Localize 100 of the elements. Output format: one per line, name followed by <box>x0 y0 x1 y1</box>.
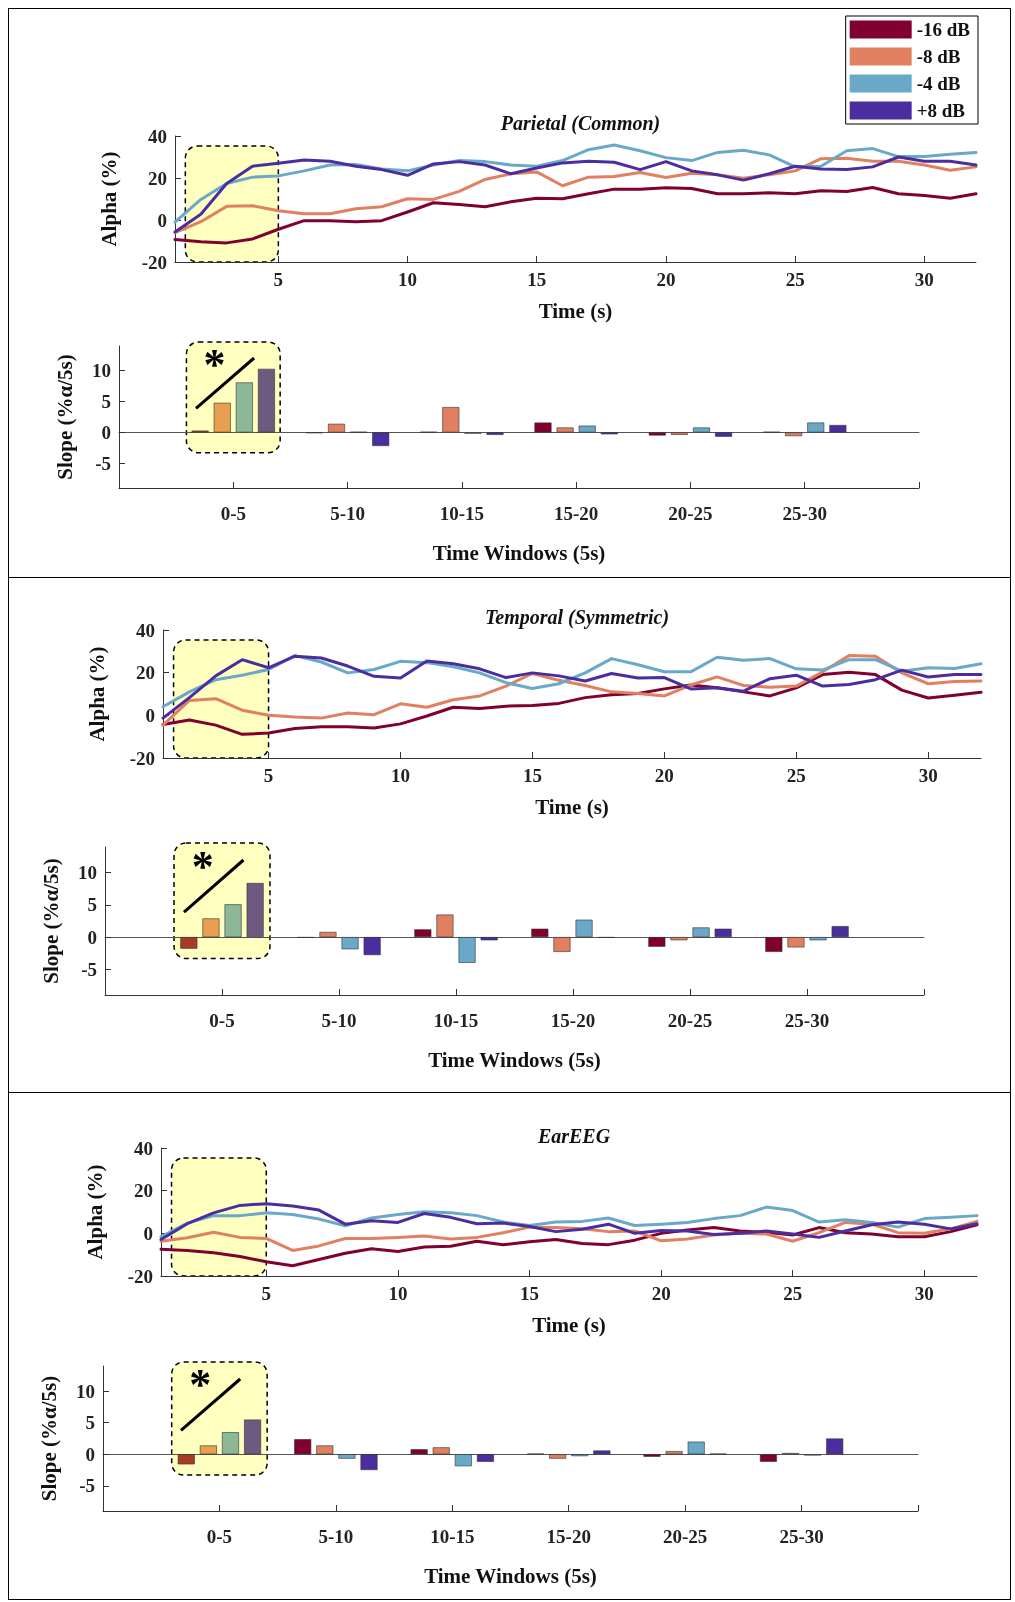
y-axis-title: Slope (%α/5s) <box>52 354 77 480</box>
bar <box>648 937 666 947</box>
x-tick-label: 25-30 <box>784 1010 830 1031</box>
x-tick-label: 15-20 <box>546 1526 591 1547</box>
bar <box>363 937 381 956</box>
x-tick-label: 0-5 <box>209 1010 235 1031</box>
x-axis-title: Time (s) <box>532 1312 606 1337</box>
bar <box>714 928 732 938</box>
bar <box>787 937 805 948</box>
bar <box>480 937 498 941</box>
bar <box>316 1445 334 1455</box>
y-tick-label: 0 <box>143 1222 153 1244</box>
bar <box>442 407 460 433</box>
x-axis-title: Time Windows (5s) <box>424 1563 597 1588</box>
y-tick-label: -5 <box>95 452 111 474</box>
y-axis-title: Alpha (%) <box>82 1164 107 1260</box>
x-axis-title: Time Windows (5s) <box>432 540 606 565</box>
bar <box>372 432 390 447</box>
x-tick-label: 10-15 <box>439 503 485 524</box>
legend-label: -4 dB <box>916 73 961 94</box>
y-tick-label: -5 <box>79 1475 95 1497</box>
bar <box>414 929 432 938</box>
bar <box>593 1450 611 1455</box>
bar <box>670 937 688 941</box>
x-tick-label: 5-10 <box>318 1526 354 1547</box>
bar <box>294 1439 312 1455</box>
bar <box>531 928 549 938</box>
legend-label: -16 dB <box>916 19 971 40</box>
y-tick-label: -5 <box>81 958 97 980</box>
y-tick-label: 0 <box>87 926 97 948</box>
y-tick-label: 5 <box>87 894 97 916</box>
bar <box>341 937 359 950</box>
bar <box>534 422 552 433</box>
x-tick-label: 25 <box>786 765 806 786</box>
x-tick-label: 5 <box>261 1283 272 1304</box>
bar <box>692 427 710 433</box>
bar <box>338 1454 356 1459</box>
y-tick-label: 20 <box>134 1180 153 1202</box>
y-tick-label: -20 <box>141 251 167 273</box>
x-tick-label: 10 <box>390 765 410 786</box>
y-tick-label: 10 <box>78 862 97 884</box>
x-tick-label: 20-25 <box>668 503 713 524</box>
y-tick-label: 5 <box>85 1412 95 1434</box>
legend-label: +8 dB <box>916 100 966 121</box>
x-tick-label: 20 <box>654 765 674 786</box>
x-tick-label: 5 <box>263 765 274 786</box>
y-tick-label: -20 <box>129 747 155 769</box>
chart-title: EarEEG <box>536 1125 611 1147</box>
bar <box>458 937 476 963</box>
y-tick-label: -20 <box>127 1265 153 1287</box>
y-axis-title: Slope (%α/5s) <box>38 858 63 984</box>
chart-title: Temporal (Symmetric) <box>484 606 670 629</box>
x-tick-label: 20-25 <box>667 1010 713 1031</box>
y-tick-label: 0 <box>145 704 155 726</box>
bar <box>809 937 827 941</box>
bar <box>765 937 783 952</box>
x-tick-label: 5 <box>273 269 284 290</box>
x-tick-label: 10 <box>398 269 418 290</box>
x-tick-label: 30 <box>918 765 938 786</box>
bar <box>319 931 337 938</box>
y-tick-label: 40 <box>148 125 167 147</box>
bar <box>759 1454 777 1462</box>
bar <box>454 1454 472 1467</box>
bar <box>826 1438 844 1455</box>
bar <box>556 427 574 433</box>
bar <box>436 914 454 938</box>
bar <box>692 927 710 938</box>
y-tick-label: 20 <box>136 662 155 684</box>
bar <box>553 937 571 952</box>
x-tick-label: 0-5 <box>206 1526 233 1547</box>
x-tick-label: 25 <box>783 1283 803 1304</box>
x-tick-label: 5-10 <box>321 1010 357 1031</box>
legend-label: -8 dB <box>916 46 961 67</box>
x-axis-title: Time (s) <box>535 794 609 819</box>
y-axis-title: Slope (%α/5s) <box>36 1375 61 1502</box>
y-tick-label: 40 <box>134 1137 153 1159</box>
bar <box>360 1454 378 1471</box>
x-tick-label: 10 <box>388 1283 408 1304</box>
x-tick-label: 10-15 <box>433 1010 479 1031</box>
x-tick-label: 15-20 <box>550 1010 596 1031</box>
bar <box>549 1454 567 1459</box>
x-tick-label: 15 <box>527 269 547 290</box>
bar <box>785 432 803 437</box>
y-tick-label: 10 <box>92 360 111 382</box>
y-axis-title: Alpha (%) <box>96 151 121 247</box>
annotation: * <box>191 841 214 891</box>
x-tick-label: 20-25 <box>662 1526 708 1547</box>
x-tick-label: 15 <box>522 765 542 786</box>
x-tick-label: 25-30 <box>782 503 827 524</box>
bar <box>578 425 596 433</box>
x-tick-label: 25-30 <box>779 1526 824 1547</box>
annotation: * <box>189 1360 212 1410</box>
x-tick-label: 20 <box>656 269 676 290</box>
x-axis-title: Time Windows (5s) <box>428 1047 601 1072</box>
y-axis-title: Alpha (%) <box>84 646 109 742</box>
bar <box>575 919 593 938</box>
x-tick-label: 15 <box>520 1283 540 1304</box>
x-tick-label: 20 <box>651 1283 671 1304</box>
y-tick-label: 40 <box>136 619 155 641</box>
y-tick-label: 20 <box>148 167 167 189</box>
